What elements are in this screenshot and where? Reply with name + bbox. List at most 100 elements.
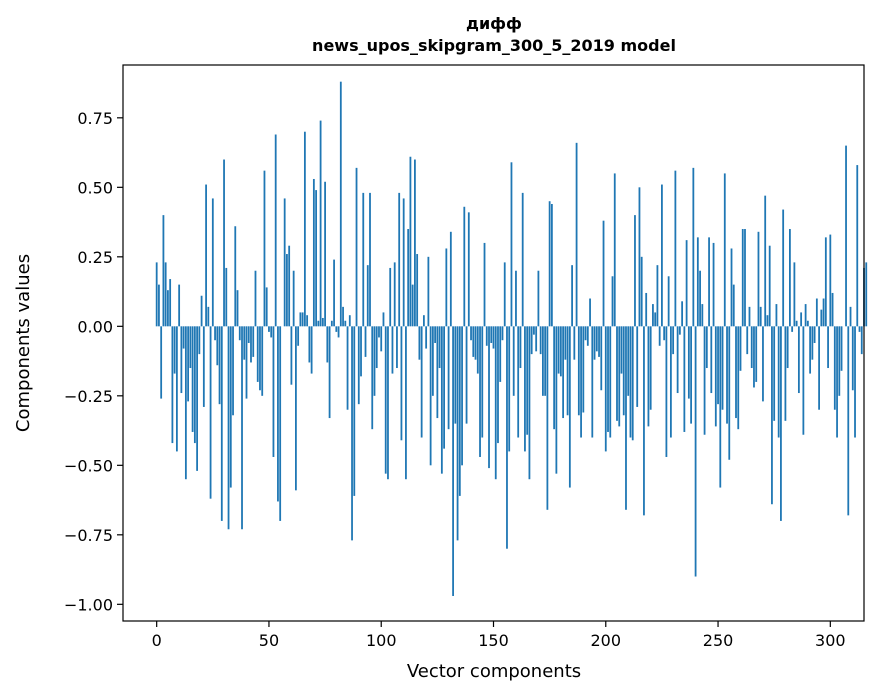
- bar-component-94: [366, 265, 369, 327]
- bars-group: [155, 81, 868, 596]
- bar-component-194: [591, 326, 594, 438]
- bar-component-155: [503, 262, 506, 327]
- bar-component-92: [362, 192, 365, 327]
- bar-component-189: [580, 326, 582, 438]
- bar-component-41: [247, 326, 250, 343]
- bar-component-24: [209, 326, 212, 499]
- bar-component-88: [353, 326, 356, 496]
- bar-component-310: [851, 326, 854, 391]
- bar-component-174: [546, 326, 549, 510]
- bar-component-100: [380, 326, 383, 352]
- bar-component-230: [672, 326, 675, 355]
- bar-component-282: [789, 229, 791, 327]
- bar-component-26: [214, 326, 216, 341]
- bar-component-140: [470, 326, 472, 341]
- bar-component-182: [564, 326, 567, 360]
- bar-component-19: [198, 326, 201, 355]
- bar-component-115: [414, 159, 416, 327]
- bar-component-144: [479, 326, 481, 457]
- bar-component-237: [687, 326, 690, 399]
- bar-component-133: [454, 326, 457, 424]
- bar-component-166: [528, 326, 531, 480]
- bar-component-113: [409, 156, 412, 327]
- bar-component-111: [405, 326, 407, 480]
- bar-component-99: [378, 326, 380, 338]
- bar-component-114: [411, 284, 414, 327]
- bar-component-285: [795, 320, 798, 327]
- bar-component-221: [652, 304, 654, 327]
- bar-component-262: [744, 229, 746, 327]
- bar-component-68: [308, 326, 311, 363]
- bar-component-177: [553, 326, 556, 430]
- bar-component-162: [519, 326, 522, 369]
- bar-component-266: [753, 326, 755, 388]
- bar-component-27: [216, 326, 219, 366]
- bar-component-52: [272, 326, 275, 457]
- bar-component-277: [777, 326, 780, 438]
- bar-component-288: [802, 326, 805, 435]
- bar-component-80: [335, 326, 338, 332]
- bar-component-71: [315, 190, 318, 327]
- bar-component-292: [811, 326, 814, 360]
- bar-component-31: [225, 267, 228, 327]
- bar-component-23: [207, 306, 210, 327]
- bar-component-267: [755, 326, 758, 382]
- bar-component-180: [559, 326, 562, 377]
- bar-component-146: [483, 242, 486, 327]
- bar-component-248: [712, 242, 715, 327]
- bar-component-294: [815, 298, 818, 327]
- bar-component-195: [593, 326, 596, 360]
- bar-component-73: [319, 120, 322, 327]
- bar-component-120: [425, 326, 428, 349]
- bar-component-3: [162, 215, 165, 327]
- bar-component-104: [389, 267, 392, 327]
- bar-component-243: [701, 304, 704, 327]
- bar-component-238: [690, 326, 692, 424]
- bar-component-241: [696, 237, 699, 327]
- bar-component-72: [317, 320, 320, 327]
- bar-component-178: [555, 326, 558, 474]
- bar-component-186: [573, 326, 576, 360]
- bar-component-38: [241, 326, 243, 530]
- bar-component-249: [714, 326, 717, 427]
- bar-component-216: [640, 256, 643, 327]
- bar-component-102: [384, 326, 387, 474]
- bar-component-7: [171, 326, 174, 444]
- bar-component-4: [164, 262, 167, 327]
- bar-component-179: [557, 326, 560, 374]
- bar-component-9: [175, 326, 178, 452]
- bar-component-209: [625, 326, 627, 510]
- bar-component-30: [223, 159, 225, 327]
- bar-component-86: [348, 315, 351, 327]
- bar-component-211: [629, 326, 632, 438]
- bar-component-207: [620, 326, 623, 374]
- bar-component-53: [274, 134, 277, 327]
- bar-component-228: [667, 276, 670, 327]
- bar-component-208: [622, 326, 625, 416]
- bar-component-103: [387, 326, 389, 480]
- bar-component-165: [526, 326, 529, 435]
- bar-component-307: [845, 145, 847, 327]
- bar-component-193: [589, 298, 591, 327]
- bar-component-43: [252, 326, 255, 357]
- bar-component-304: [838, 326, 841, 396]
- y-axis: −1.00 −0.75 −0.50 −0.25 0.00 0.25 0.50 0.75: [64, 109, 123, 614]
- bar-component-235: [683, 326, 686, 432]
- y-tick-label: 0.00: [77, 317, 113, 336]
- bar-component-298: [824, 237, 827, 327]
- bar-component-219: [647, 326, 650, 427]
- bar-component-2: [160, 326, 163, 399]
- bar-component-254: [726, 326, 728, 424]
- x-tick-label: 100: [366, 631, 397, 650]
- bar-component-276: [775, 304, 778, 327]
- bar-component-271: [764, 195, 767, 327]
- bar-component-154: [501, 326, 504, 341]
- bar-component-97: [373, 326, 376, 396]
- bar-component-16: [191, 326, 194, 432]
- bar-component-299: [827, 326, 829, 369]
- bar-component-196: [595, 326, 598, 352]
- chart-subtitle: news_upos_skipgram_300_5_2019 model: [312, 36, 676, 55]
- bar-component-153: [499, 326, 502, 382]
- bar-component-290: [806, 320, 809, 327]
- bar-component-251: [719, 326, 722, 488]
